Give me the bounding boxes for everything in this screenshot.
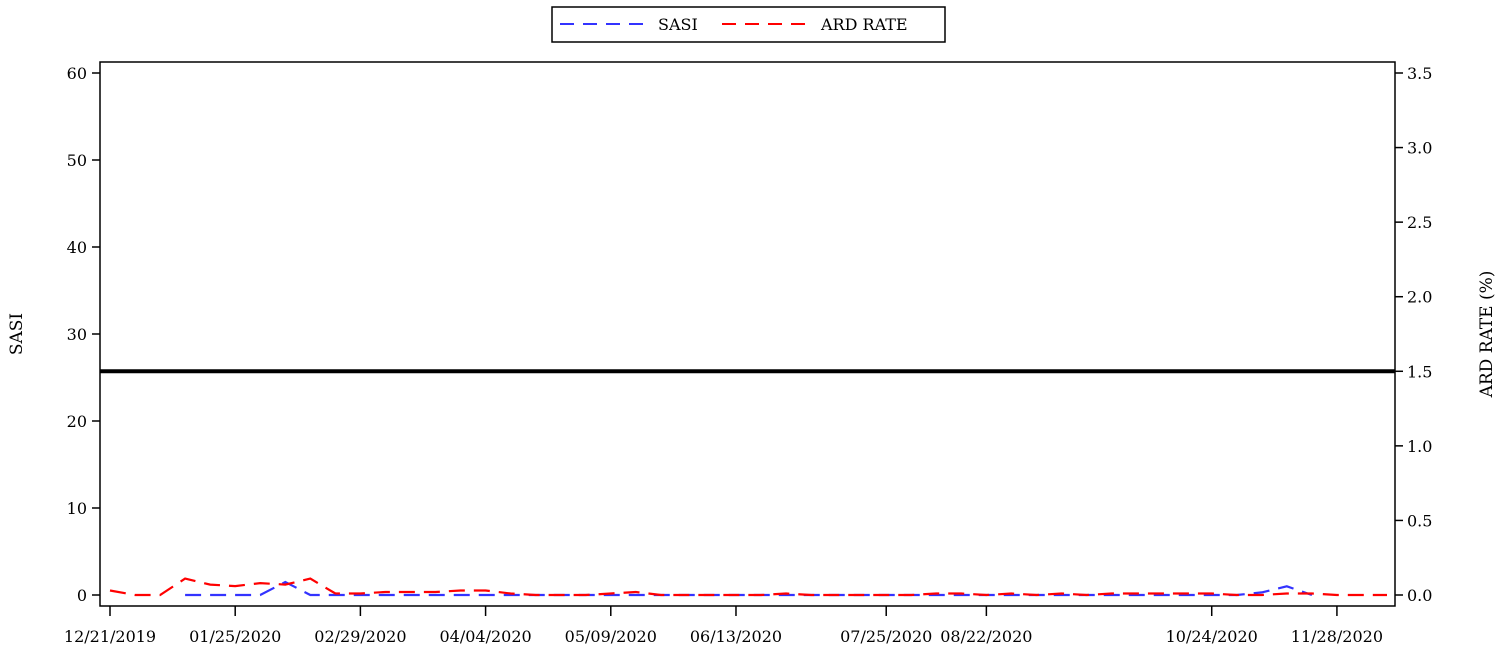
- plot-area: [99, 61, 1396, 607]
- y-axis-left: 0 10 20 30 40 50 60: [67, 64, 100, 605]
- x-tick-label: 02/29/2020: [314, 627, 406, 646]
- legend-label-sasi: SASI: [658, 15, 698, 34]
- y-axis-right: 0.0 0.5 1.0 1.5 2.0 2.5 3.0 3.5: [1395, 64, 1432, 605]
- x-tick-label: 12/21/2019: [64, 627, 156, 646]
- y-left-tick-label: 50: [67, 151, 87, 170]
- x-tick-label: 11/28/2020: [1291, 627, 1383, 646]
- y-left-tick-label: 0: [77, 586, 87, 605]
- y-left-tick-label: 10: [67, 499, 87, 518]
- y-right-tick-label: 2.0: [1407, 288, 1432, 307]
- y-left-tick-label: 20: [67, 412, 87, 431]
- y-left-tick-label: 60: [67, 64, 87, 83]
- y-left-tick-label: 30: [67, 325, 87, 344]
- x-tick-label: 07/25/2020: [840, 627, 932, 646]
- legend: SASI ARD RATE: [551, 6, 946, 43]
- x-tick-label: 06/13/2020: [690, 627, 782, 646]
- y-left-tick-label: 40: [67, 238, 87, 257]
- x-tick-label: 05/09/2020: [565, 627, 657, 646]
- y-axis-right-title: ARD RATE (%): [1477, 271, 1497, 399]
- y-right-tick-label: 0.0: [1407, 586, 1432, 605]
- series-line-ard-rate: [109, 577, 1387, 597]
- x-tick-label: 01/25/2020: [189, 627, 281, 646]
- y-right-tick-label: 0.5: [1407, 511, 1432, 530]
- y-right-tick-label: 3.0: [1407, 139, 1432, 158]
- x-tick-label: 10/24/2020: [1166, 627, 1258, 646]
- x-tick-label: 08/22/2020: [940, 627, 1032, 646]
- x-tick-label: 04/04/2020: [439, 627, 531, 646]
- series-lines: [100, 369, 1395, 597]
- y-right-tick-label: 3.5: [1407, 64, 1432, 83]
- y-right-tick-label: 1.5: [1407, 362, 1432, 381]
- y-right-tick-label: 1.0: [1407, 437, 1432, 456]
- y-right-tick-label: 2.5: [1407, 213, 1432, 232]
- x-axis: 12/21/2019 01/25/2020 02/29/2020 04/04/2020…: [64, 606, 1383, 646]
- y-axis-left-title: SASI: [7, 313, 27, 355]
- legend-label-ard-rate: ARD RATE: [820, 15, 908, 34]
